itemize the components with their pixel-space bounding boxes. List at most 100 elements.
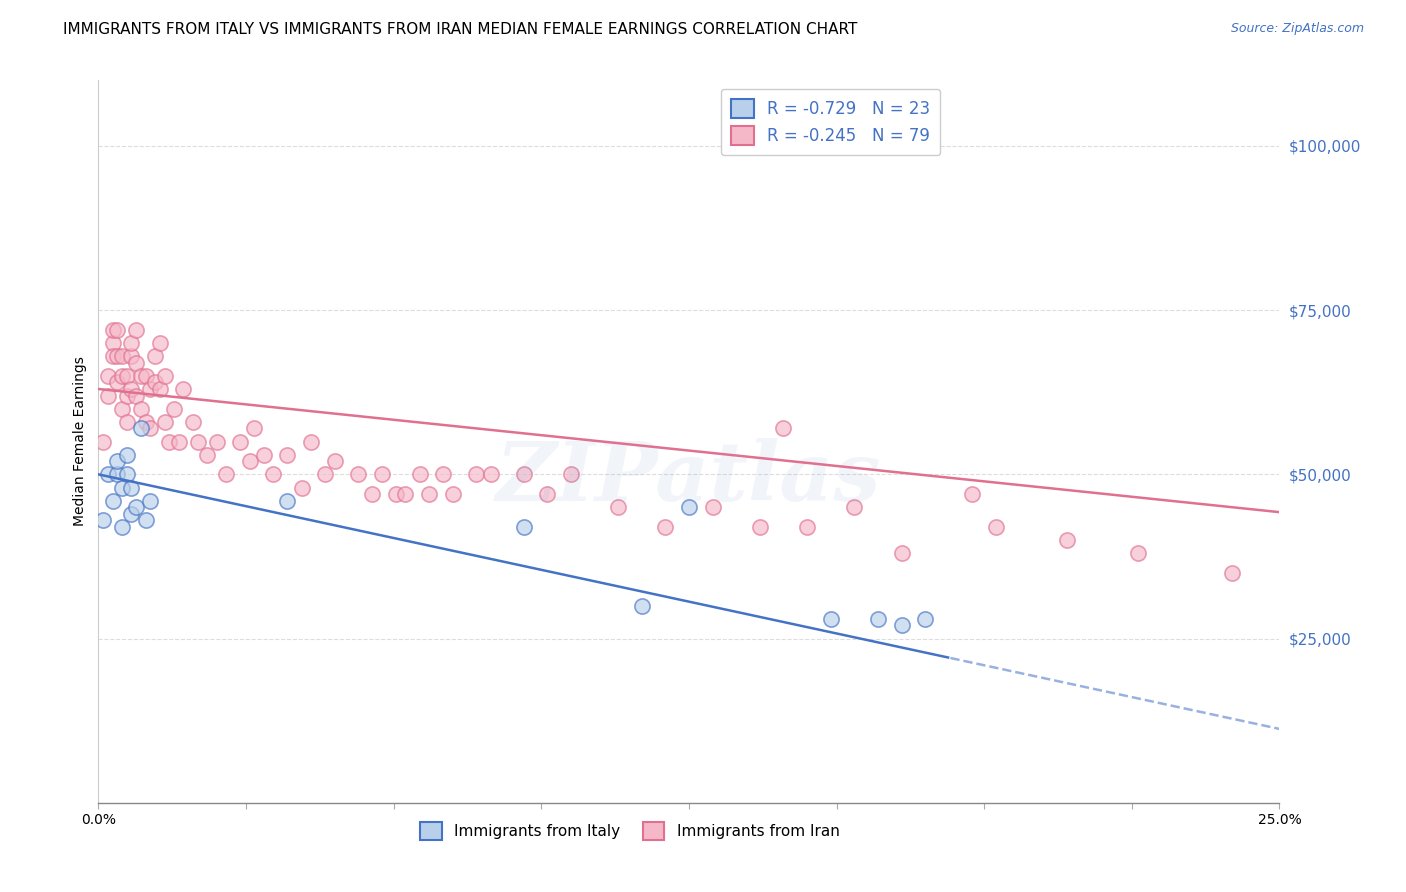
Point [143,376,166,390]
Point [105,323,128,337]
Point [1220,566,1243,580]
Point [385,487,408,501]
Point [276,493,298,508]
Point [105,467,128,482]
Point [796,520,818,534]
Point [125,500,148,515]
Point [111,481,134,495]
Point [441,487,464,501]
Point [253,448,276,462]
Point [820,612,842,626]
Point [91,513,114,527]
Y-axis label: Median Female Earnings: Median Female Earnings [73,357,87,526]
Text: ZIPatlas: ZIPatlas [496,438,882,517]
Point [139,421,162,435]
Text: Source: ZipAtlas.com: Source: ZipAtlas.com [1230,22,1364,36]
Point [205,434,228,449]
Point [125,388,148,402]
Point [172,382,194,396]
Point [111,349,134,363]
Point [536,487,558,501]
Point [101,323,124,337]
Point [394,487,416,501]
Point [97,368,120,383]
Point [163,401,186,416]
Point [215,467,238,482]
Point [432,467,454,482]
Point [408,467,430,482]
Point [129,368,152,383]
Point [962,487,984,501]
Point [143,349,166,363]
Point [512,520,534,534]
Point [844,500,866,515]
Point [465,467,488,482]
Point [115,388,138,402]
Point [111,520,134,534]
Point [984,520,1007,534]
Point [115,368,138,383]
Point [229,434,252,449]
Point [129,421,152,435]
Point [97,388,120,402]
Point [105,349,128,363]
Point [772,421,794,435]
Point [299,434,322,449]
Point [479,467,502,482]
Point [167,434,190,449]
Point [129,401,152,416]
Point [111,368,134,383]
Point [97,467,120,482]
Point [314,467,336,482]
Point [121,481,143,495]
Point [111,401,134,416]
Point [135,513,157,527]
Point [512,467,534,482]
Point [654,520,676,534]
Point [181,415,204,429]
Point [115,415,138,429]
Point [139,382,162,396]
Point [560,467,582,482]
Point [890,546,912,560]
Point [1056,533,1078,547]
Point [105,376,128,390]
Point [121,349,143,363]
Point [607,500,630,515]
Point [347,467,370,482]
Point [125,356,148,370]
Point [290,481,312,495]
Point [101,493,124,508]
Point [243,421,266,435]
Point [371,467,394,482]
Point [121,336,143,351]
Point [135,415,157,429]
Point [678,500,700,515]
Point [139,493,162,508]
Point [149,382,172,396]
Point [195,448,218,462]
Point [91,434,114,449]
Point [101,336,124,351]
Point [115,448,138,462]
Point [149,336,172,351]
Point [361,487,384,501]
Point [153,415,176,429]
Point [125,323,148,337]
Point [702,500,724,515]
Point [748,520,770,534]
Point [866,612,889,626]
Point [890,618,912,632]
Point [105,454,128,468]
Point [418,487,440,501]
Point [115,467,138,482]
Point [153,368,176,383]
Point [630,599,652,613]
Point [239,454,262,468]
Point [1126,546,1149,560]
Point [121,382,143,396]
Legend: Immigrants from Italy, Immigrants from Iran: Immigrants from Italy, Immigrants from I… [415,816,845,846]
Text: IMMIGRANTS FROM ITALY VS IMMIGRANTS FROM IRAN MEDIAN FEMALE EARNINGS CORRELATION: IMMIGRANTS FROM ITALY VS IMMIGRANTS FROM… [63,22,858,37]
Point [157,434,180,449]
Point [135,368,157,383]
